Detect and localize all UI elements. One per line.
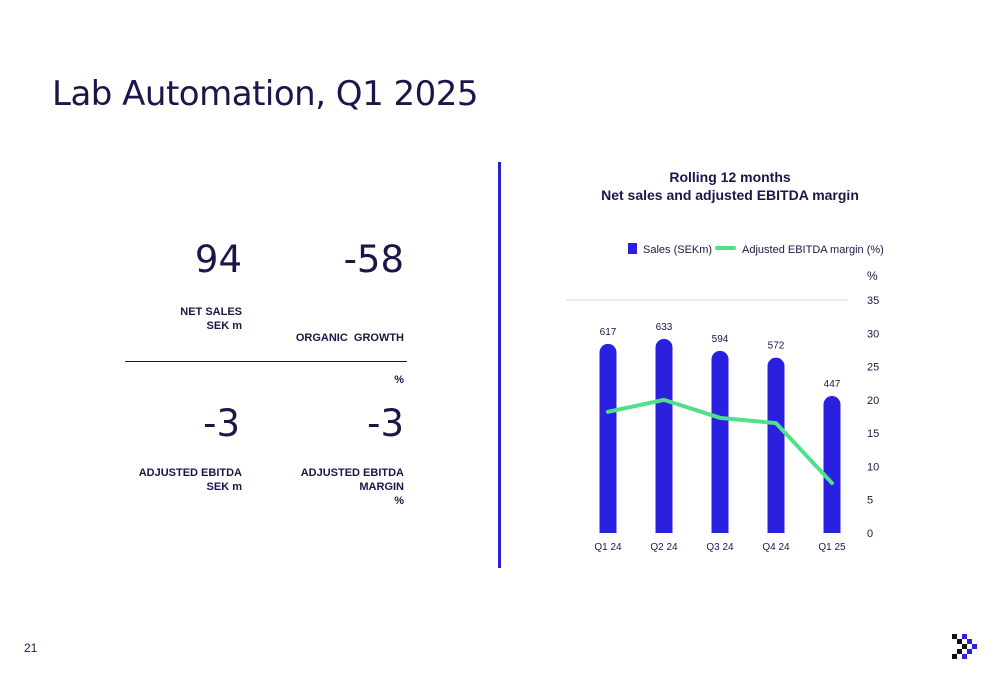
kpi-adjusted-ebitda-label-line1: ADJUSTED EBITDA	[138, 467, 242, 479]
kpi-net-sales-label-line2: SEK m	[206, 320, 242, 332]
kpi-divider	[125, 361, 407, 362]
sales-bar	[711, 350, 729, 533]
kpi-ebitda-margin-label: ADJUSTED EBITDA MARGIN %	[301, 466, 404, 508]
y-tick-label: 30	[867, 328, 879, 340]
legend-sales-label: Sales (SEKm)	[643, 244, 712, 256]
y-tick-label: 0	[867, 528, 873, 540]
x-tick-label: Q1 24	[594, 542, 622, 553]
y-tick-label: 15	[867, 428, 879, 440]
sales-data-label: 617	[600, 327, 617, 338]
kpi-organic-growth-label-line2: %	[394, 374, 404, 386]
kpi-organic-growth-value: -58	[343, 238, 404, 281]
kpi-adjusted-ebitda-label-line2: SEK m	[206, 481, 242, 493]
y-tick-label: 35	[867, 295, 879, 307]
margin-point	[663, 399, 665, 401]
chart-title: Rolling 12 months Net sales and adjusted…	[560, 168, 900, 204]
y-axis-right-label: %	[867, 269, 878, 283]
margin-point	[831, 482, 833, 484]
x-tick-label: Q4 24	[762, 542, 790, 553]
y-tick-label: 10	[867, 461, 879, 473]
sales-bar-base	[823, 524, 841, 533]
kpi-organic-growth-label: ORGANIC GROWTH %	[296, 303, 404, 401]
kpi-net-sales-value: 94	[194, 238, 242, 281]
kpi-ebitda-margin-label-line1: ADJUSTED EBITDA	[300, 467, 404, 479]
y-tick-label: 25	[867, 362, 879, 374]
sales-bar-base	[655, 524, 673, 533]
kpi-adjusted-ebitda-value: -3	[203, 402, 240, 445]
page-title: Lab Automation, Q1 2025	[52, 74, 479, 114]
legend-sales-swatch	[628, 243, 637, 254]
sales-bar	[655, 338, 673, 533]
x-tick-label: Q1 25	[818, 542, 846, 553]
sales-data-label: 633	[656, 322, 673, 333]
legend-margin-label: Adjusted EBITDA margin (%)	[742, 244, 884, 256]
x-tick-label: Q2 24	[650, 542, 678, 553]
sales-bar-base	[711, 524, 729, 533]
chart-title-line1: Rolling 12 months	[669, 169, 791, 185]
kpi-net-sales-label: NET SALES SEK m	[180, 305, 242, 333]
kpi-adjusted-ebitda-label: ADJUSTED EBITDA SEK m	[139, 466, 242, 494]
kpi-organic-growth-label-line1: ORGANIC GROWTH	[295, 332, 404, 344]
y-tick-label: 5	[867, 495, 873, 507]
kpi-net-sales-label-line1: NET SALES	[180, 306, 242, 318]
sales-bar-base	[599, 524, 617, 533]
brand-chevron-logo	[952, 634, 977, 659]
sales-bar-base	[767, 524, 785, 533]
chart-title-line2: Net sales and adjusted EBITDA margin	[601, 187, 859, 203]
margin-point	[607, 411, 609, 413]
sales-bar	[767, 357, 785, 533]
margin-point	[775, 422, 777, 424]
section-divider	[498, 162, 501, 568]
sales-bar	[823, 395, 841, 533]
margin-point	[719, 417, 721, 419]
sales-data-label: 594	[712, 334, 729, 345]
page-number: 21	[24, 641, 38, 655]
y-tick-label: 20	[867, 395, 879, 407]
sales-data-label: 447	[824, 379, 841, 390]
sales-data-label: 572	[768, 341, 785, 352]
kpi-ebitda-margin-label-line2: MARGIN	[359, 481, 404, 493]
x-tick-label: Q3 24	[706, 542, 734, 553]
kpi-ebitda-margin-value: -3	[367, 402, 404, 445]
sales-bar	[599, 343, 617, 533]
kpi-ebitda-margin-label-line3: %	[394, 495, 404, 507]
